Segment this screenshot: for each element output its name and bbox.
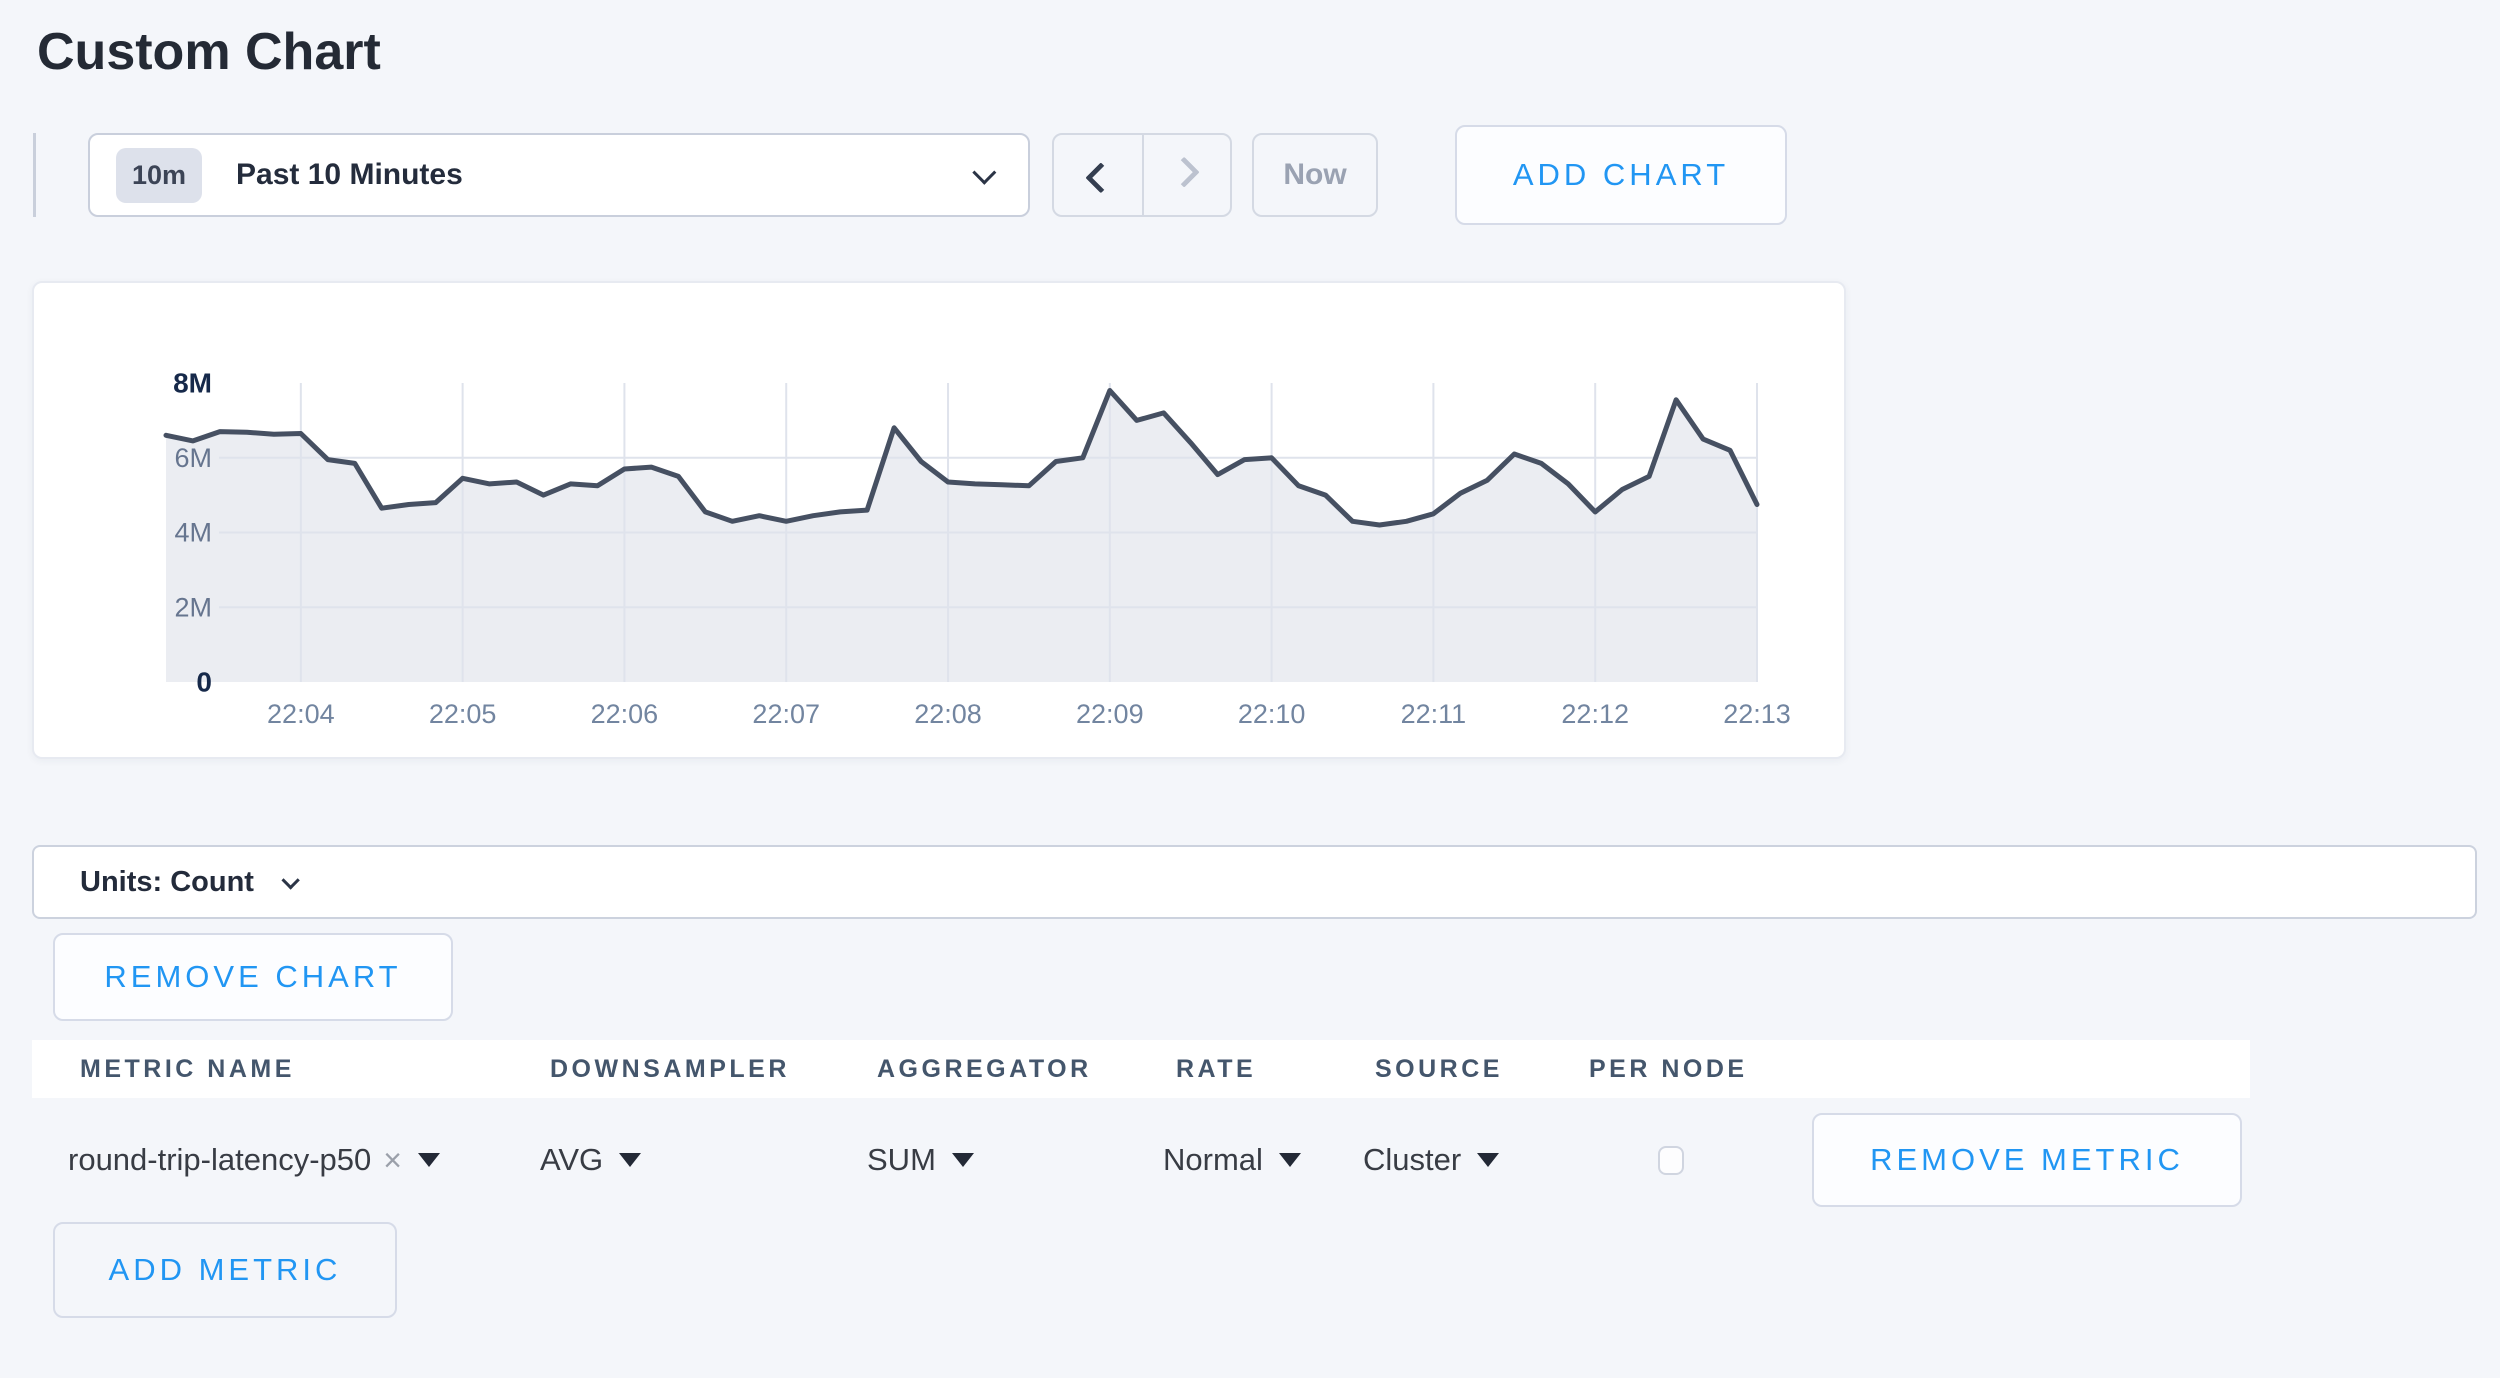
column-header-per-node: PER NODE <box>1589 1054 1748 1083</box>
metric-row: round-trip-latency-p50 × AVG SUM Normal <box>32 1098 2250 1222</box>
custom-chart-page: Custom Chart 10m Past 10 Minutes Now ADD… <box>0 22 2500 1378</box>
caret-down-icon <box>951 1153 974 1167</box>
downsampler-value: AVG <box>540 1142 604 1177</box>
units-label: Units: Count <box>80 865 254 898</box>
time-window-select[interactable]: 10m Past 10 Minutes <box>88 133 1030 217</box>
column-header-aggregator: AGGREGATOR <box>877 1054 1092 1083</box>
source-value: Cluster <box>1363 1142 1462 1177</box>
latency-area-chart[interactable]: 0 2M 4M 6M 8M 22:04 22:05 22:06 22:07 22:08 22:09 2… <box>34 283 1844 757</box>
custom-chart-card[interactable]: 0 2M 4M 6M 8M 22:04 22:05 22:06 22:07 22:08 22:09 2… <box>32 281 1846 759</box>
chevron-right-icon <box>1168 156 1200 188</box>
rate-value: Normal <box>1163 1142 1263 1177</box>
metrics-table-header: METRIC NAME DOWNSAMPLER AGGREGATOR RATE … <box>32 1040 2250 1098</box>
column-header-rate: RATE <box>1176 1054 1257 1083</box>
rate-select[interactable]: Normal <box>1163 1142 1301 1178</box>
chevron-down-icon <box>972 160 997 185</box>
svg-text:22:10: 22:10 <box>1238 699 1306 729</box>
time-pager <box>1052 133 1232 217</box>
svg-text:4M: 4M <box>174 518 212 548</box>
svg-text:22:12: 22:12 <box>1561 699 1629 729</box>
caret-down-icon <box>1477 1153 1500 1167</box>
add-chart-button[interactable]: ADD CHART <box>1455 125 1787 225</box>
aggregator-select[interactable]: SUM <box>867 1142 974 1178</box>
section-divider <box>33 133 36 217</box>
column-header-downsampler: DOWNSAMPLER <box>550 1054 790 1083</box>
remove-chart-button[interactable]: REMOVE CHART <box>53 933 453 1021</box>
next-time-button[interactable] <box>1142 135 1230 215</box>
aggregator-value: SUM <box>867 1142 936 1177</box>
chevron-down-icon <box>281 870 300 890</box>
column-header-metric-name: METRIC NAME <box>80 1054 295 1083</box>
svg-text:22:05: 22:05 <box>429 699 497 729</box>
metric-name-select[interactable]: round-trip-latency-p50 × <box>68 1142 440 1179</box>
downsampler-select[interactable]: AVG <box>540 1142 642 1178</box>
caret-down-icon <box>1278 1153 1301 1167</box>
svg-text:22:11: 22:11 <box>1401 699 1467 729</box>
chevron-left-icon <box>1085 162 1117 194</box>
metric-name-value: round-trip-latency-p50 <box>68 1142 372 1177</box>
metric-remove-icon[interactable]: × <box>383 1141 402 1178</box>
remove-metric-button[interactable]: REMOVE METRIC <box>1812 1113 2242 1207</box>
svg-text:6M: 6M <box>174 443 212 473</box>
prev-time-button[interactable] <box>1054 135 1142 215</box>
svg-text:22:04: 22:04 <box>267 699 335 729</box>
units-select[interactable]: Units: Count <box>32 845 2477 919</box>
source-select[interactable]: Cluster <box>1363 1142 1500 1178</box>
svg-text:2M: 2M <box>174 592 212 622</box>
time-controls-row: 10m Past 10 Minutes Now ADD CHART <box>33 125 2500 225</box>
svg-text:0: 0 <box>196 667 212 698</box>
svg-text:22:09: 22:09 <box>1076 699 1144 729</box>
column-header-source: SOURCE <box>1375 1054 1503 1083</box>
caret-down-icon <box>417 1153 440 1167</box>
add-metric-button[interactable]: ADD METRIC <box>53 1222 397 1318</box>
page-title: Custom Chart <box>37 23 381 81</box>
per-node-checkbox[interactable] <box>1658 1145 1684 1175</box>
svg-text:22:07: 22:07 <box>752 699 820 729</box>
svg-text:8M: 8M <box>173 368 212 399</box>
svg-text:22:06: 22:06 <box>591 699 659 729</box>
time-window-label: Past 10 Minutes <box>236 158 463 191</box>
now-button[interactable]: Now <box>1252 133 1378 217</box>
svg-text:22:08: 22:08 <box>914 699 982 729</box>
svg-text:22:13: 22:13 <box>1723 699 1791 729</box>
time-window-badge: 10m <box>116 147 203 203</box>
caret-down-icon <box>619 1153 642 1167</box>
